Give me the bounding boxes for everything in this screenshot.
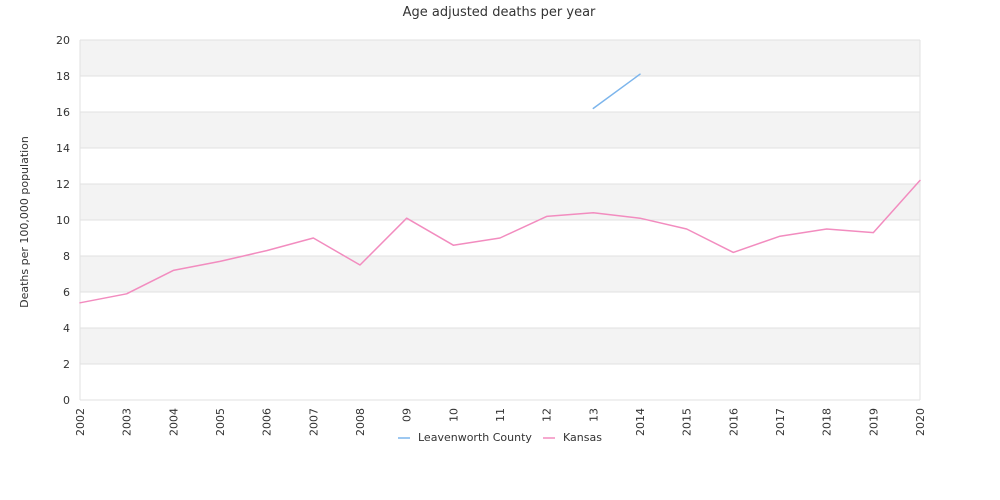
x-tick-label: 12 [541, 408, 554, 422]
x-tick-label: 11 [494, 408, 507, 422]
x-tick-label: 2015 [681, 408, 694, 436]
x-axis-ticks: 2002 2003 2004 2005 2006 2007 2008 09 10 11 12 13 20… [74, 408, 927, 436]
x-tick-label: 2006 [261, 408, 274, 436]
x-tick-label: 2002 [74, 408, 87, 436]
x-tick-label: 09 [401, 408, 414, 422]
series-line-0 [592, 73, 641, 110]
x-tick-label: 13 [587, 408, 600, 422]
y-tick-label: 10 [56, 214, 70, 227]
x-tick-label: 2018 [821, 408, 834, 436]
plot-band [80, 40, 920, 76]
x-tick-label: 2014 [634, 408, 647, 436]
x-tick-label: 2008 [354, 408, 367, 436]
y-tick-label: 16 [56, 106, 70, 119]
y-tick-label: 2 [63, 358, 70, 371]
y-tick-label: 4 [63, 322, 70, 335]
plot-band [80, 328, 920, 364]
plot-background [80, 40, 920, 400]
y-tick-label: 12 [56, 178, 70, 191]
chart-title: Age adjusted deaths per year [403, 5, 596, 20]
y-tick-label: 6 [63, 286, 70, 299]
y-axis-ticks: 0 2 4 6 8 10 12 14 16 18 20 [56, 34, 70, 407]
x-tick-label: 2019 [867, 408, 880, 436]
plot-band [80, 292, 920, 328]
series-line-1 [79, 179, 921, 304]
y-tick-label: 8 [63, 250, 70, 263]
x-tick-label: 2007 [307, 408, 320, 436]
plot-band [80, 112, 920, 148]
y-tick-label: 18 [56, 70, 70, 83]
x-tick-label: 10 [447, 408, 460, 422]
y-tick-label: 0 [63, 394, 70, 407]
y-axis-label: Deaths per 100,000 population [18, 136, 31, 308]
gridlines [79, 39, 921, 401]
y-tick-label: 20 [56, 34, 70, 47]
x-tick-label: 2005 [214, 408, 227, 436]
y-tick-label: 14 [56, 142, 70, 155]
legend-item-label[interactable]: Kansas [563, 431, 602, 444]
plot-band [80, 256, 920, 292]
x-tick-label: 2004 [167, 408, 180, 436]
plot-band [80, 76, 920, 112]
plot-band [80, 148, 920, 184]
plot-band [80, 364, 920, 400]
x-tick-label: 2020 [914, 408, 927, 436]
series-group [79, 73, 921, 304]
legend[interactable]: Leavenworth County Kansas [398, 431, 602, 444]
x-tick-label: 2016 [727, 408, 740, 436]
x-tick-label: 2017 [774, 408, 787, 436]
legend-item-label[interactable]: Leavenworth County [418, 431, 532, 444]
x-tick-label: 2003 [121, 408, 134, 436]
plot-band [80, 184, 920, 220]
